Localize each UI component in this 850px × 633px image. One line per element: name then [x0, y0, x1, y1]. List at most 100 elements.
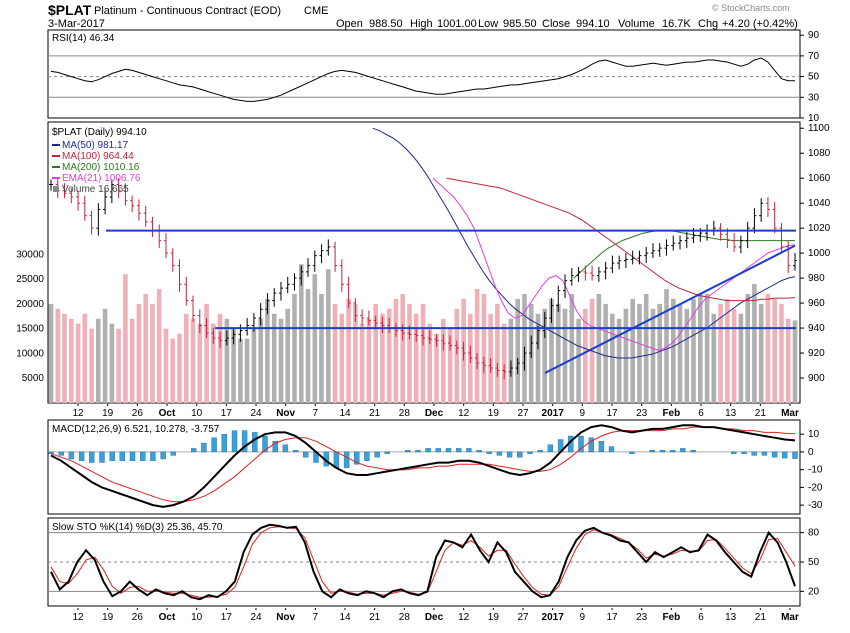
ohlc-bar-90 — [657, 243, 662, 257]
sto-x-label-3: Oct — [159, 612, 176, 623]
volume-bar-75 — [556, 303, 561, 403]
price-x-label-9: 14 — [339, 408, 351, 419]
macd-tick-label-3: 0 — [808, 447, 814, 458]
macd-hist-bar-61 — [670, 450, 676, 453]
close-value: 994.10 — [576, 18, 610, 30]
ohlc-bar-37 — [299, 265, 304, 286]
legend-entry-1: MA(100) 964.44 — [62, 151, 134, 162]
sto-x-label-24: Mar — [781, 612, 799, 623]
sto-tick-label-2: 80 — [808, 528, 820, 539]
price-x-label-1: 19 — [102, 408, 114, 419]
macd-hist-bar-33 — [384, 451, 390, 454]
price-x-label-15: 27 — [517, 408, 529, 419]
volume-bar-67 — [501, 323, 507, 403]
price-x-label-7: Nov — [276, 408, 295, 419]
legend-entry-2: MA(200) 1010.16 — [62, 162, 140, 173]
macd-hist-bar-8 — [129, 451, 136, 461]
volume-bar-90 — [657, 303, 662, 403]
ohlc-bar-9 — [109, 179, 114, 204]
macd-hist-bar-69 — [751, 451, 757, 456]
macd-tick-label-2: -10 — [808, 465, 823, 476]
volume-bar-22 — [197, 323, 203, 403]
price-x-label-0: 12 — [72, 408, 84, 419]
ma100-line — [446, 177, 796, 302]
macd-hist-bar-5 — [99, 451, 105, 463]
volume-bar-6 — [89, 328, 94, 403]
volume-bar-29 — [244, 338, 250, 403]
ohlc-bar-29 — [245, 318, 250, 336]
macd-hist-bar-14 — [190, 448, 197, 453]
ohlc-bar-7 — [96, 203, 101, 236]
open-label: Open — [336, 18, 363, 30]
volume-bar-86 — [630, 298, 635, 403]
volume-bar-31 — [258, 318, 263, 403]
sto-x-label-10: 21 — [369, 612, 381, 623]
ohlc-bar-105 — [759, 198, 764, 222]
volume-bar-2 — [62, 313, 67, 403]
macd-hist-bar-38 — [435, 448, 441, 453]
price-x-label-17: 9 — [580, 408, 586, 419]
rsi-line — [50, 57, 795, 102]
volume-bar-13 — [136, 303, 142, 403]
ohlc-bar-47 — [366, 310, 371, 326]
ohlc-bar-86 — [630, 250, 635, 265]
volume-tick-label-4: 25000 — [16, 274, 44, 285]
legend-entry-3: EMA(21) 1006.76 — [62, 173, 141, 184]
sto-x-label-16: 2017 — [542, 612, 565, 623]
volume-bar-27 — [231, 328, 236, 403]
macd-hist-bar-21 — [262, 435, 268, 453]
volume-bar-60 — [454, 308, 460, 403]
ohlc-bar-24 — [211, 328, 216, 345]
macd-tick-label-0: -30 — [808, 500, 823, 511]
close-label: Close — [542, 18, 570, 30]
ohlc-bar-85 — [623, 253, 628, 269]
macd-hist-bar-46 — [517, 451, 523, 458]
price-x-label-14: 19 — [488, 408, 500, 419]
macd-hist-bar-22 — [272, 441, 278, 453]
volume-bar-1 — [55, 308, 61, 403]
macd-hist-bar-55 — [608, 446, 615, 453]
ohlc-bar-59 — [448, 335, 453, 351]
ohlc-bar-72 — [535, 325, 540, 350]
volume-bar-34 — [278, 318, 284, 403]
volume-bar-52 — [400, 294, 405, 403]
price-x-label-16: 2017 — [542, 408, 565, 419]
volume-bar-44 — [346, 298, 351, 403]
ma200-line — [573, 230, 796, 279]
ma50-line — [372, 127, 796, 359]
ohlc-bar-65 — [488, 358, 493, 374]
price-x-label-24: Mar — [781, 408, 799, 419]
volume-tick-label-0: 5000 — [22, 373, 45, 384]
sto-tick-label-0: 20 — [808, 586, 820, 597]
ohlc-bar-45 — [353, 298, 358, 322]
ohlc-bar-0 — [49, 179, 53, 191]
rsi-tick-label-0: 10 — [808, 113, 820, 124]
macd-hist-bar-73 — [792, 451, 798, 459]
volume-bar-10 — [116, 328, 121, 403]
ohlc-bar-38 — [306, 258, 311, 277]
volume-tick-label-3: 20000 — [16, 299, 44, 310]
ohlc-summary: Open 988.50 High 1001.00 Low 985.50 Clos… — [336, 18, 798, 30]
ohlc-bar-12 — [130, 195, 135, 212]
macd-hist-bar-68 — [741, 451, 747, 454]
volume-bar-98 — [711, 313, 717, 403]
ohlc-bar-5 — [82, 195, 87, 221]
low-label: Low — [478, 18, 498, 30]
macd-hist-bar-6 — [109, 451, 115, 461]
ohlc-bar-6 — [89, 210, 94, 235]
volume-bar-77 — [569, 294, 575, 403]
sto-x-label-0: 12 — [72, 612, 84, 623]
volume-bar-51 — [393, 298, 399, 403]
macd-hist-bar-17 — [221, 434, 228, 453]
high-value: 1001.00 — [437, 18, 477, 30]
macd-hist-bar-2 — [68, 451, 75, 460]
sto-x-label-6: 24 — [250, 612, 262, 623]
volume-value: 16.7K — [662, 18, 691, 30]
volume-bar-105 — [758, 303, 764, 403]
legend-entry-0: MA(50) 981.17 — [62, 140, 129, 151]
ohlc-bar-91 — [664, 239, 669, 256]
volume-bar-94 — [684, 308, 690, 403]
sto-x-label-17: 9 — [580, 612, 586, 623]
ohlc-bar-101 — [732, 233, 737, 252]
